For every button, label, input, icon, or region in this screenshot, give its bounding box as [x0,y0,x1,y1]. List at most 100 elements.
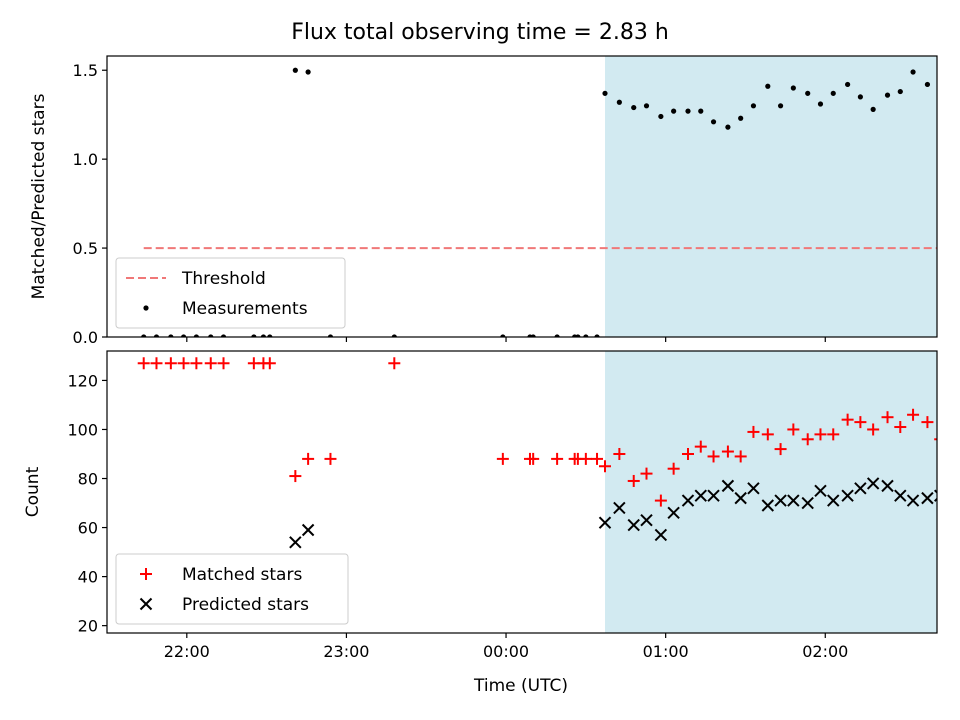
top-point [292,67,298,73]
top-point [500,334,506,337]
bottom-point [150,357,163,370]
bottom-point [721,445,734,458]
bottom-point [302,452,315,465]
legend-swatch [143,305,149,311]
bottom-point [801,433,814,446]
bottom-point [814,484,827,497]
y-tick-label: 60 [78,519,98,538]
bottom-panel: 20 40 60 80 100 120 22:00 23:00 00:00 01:00 02:00 C… [23,350,958,661]
top-point [327,334,334,337]
bottom-point [694,489,707,502]
bottom-point [598,516,612,529]
top-point [153,334,160,337]
top-panel: 0.0 0.5 1.0 1.5 Matched/Predicted stars Thres… [29,55,943,347]
top-point [671,108,677,114]
bottom-point [324,452,337,465]
top-series-0 [141,67,943,337]
bottom-point [527,452,540,465]
bottom-point [921,416,934,429]
legend-label: Predicted stars [182,595,309,615]
top-point [910,69,916,75]
bottom-point [164,357,177,370]
top-point [805,90,811,96]
top-legend: Threshold Measurements [115,257,346,329]
bottom-point [787,423,800,436]
bottom-point [841,413,854,426]
bottom-point [654,494,667,507]
bottom-point [640,513,653,527]
top-point [530,334,536,337]
bottom-point [761,499,775,512]
top-point [141,334,147,337]
bottom-point [289,470,302,483]
bottom-point [627,474,640,487]
bottom-point [599,460,611,473]
top-point [594,334,600,337]
top-point [305,69,311,75]
top-point [168,334,174,337]
bottom-point [654,528,668,542]
bottom-point [667,506,680,520]
top-point [602,90,608,96]
x-tick-label: 22:00 [164,642,210,661]
bottom-point [640,467,653,480]
y-tick-label: 0.5 [73,239,98,258]
bottom-series-1 [289,477,958,549]
bottom-point [881,479,894,493]
bottom-point [947,493,958,504]
bottom-point [217,357,230,370]
top-point [725,124,731,130]
bottom-point [854,482,867,495]
top-point [643,103,650,109]
top-point [790,85,796,91]
top-frame [106,55,938,338]
top-point [884,92,891,98]
bottom-point [496,452,509,465]
bottom-point [841,489,854,502]
bottom-point [667,462,680,475]
x-axis-label: Time (UTC) [473,676,568,696]
bottom-point [734,491,747,505]
top-point [938,100,943,105]
top-point [267,334,273,337]
y-tick-label: 100 [67,420,98,439]
top-observing-window [605,56,937,337]
bottom-point [591,452,604,465]
y-tick-label: 0.0 [73,328,98,347]
top-point [897,88,903,95]
top-point [583,334,589,337]
bottom-legend: Matched stars Predicted stars [115,553,349,625]
legend-label: Matched stars [182,565,302,585]
bottom-point [894,489,907,502]
bottom-point [707,489,720,502]
bottom-point [906,494,920,507]
bottom-point [934,438,937,441]
bottom-frame [106,350,938,634]
bottom-point [894,421,907,434]
top-point [817,101,824,107]
figure-title: Flux total observing time = 2.83 h [291,20,669,45]
bottom-point [388,357,401,370]
bottom-y-axis-label: Count [23,466,43,517]
legend-box [115,553,349,625]
top-point [830,90,836,96]
top-point [924,81,931,88]
x-tick-label: 01:00 [643,642,689,661]
top-point [554,334,560,337]
bottom-point [694,440,707,453]
bottom-point [881,411,894,424]
bottom-point [579,452,592,465]
top-point [181,334,187,337]
legend-box [115,257,346,329]
top-point [391,334,397,337]
x-tick-label: 02:00 [802,642,848,661]
bottom-point [747,482,760,495]
bottom-point [827,494,840,507]
top-point [575,334,581,337]
bottom-point [707,450,720,463]
legend-label: Threshold [181,269,266,289]
bottom-observing-window [605,351,937,633]
bottom-point [177,357,190,370]
top-point [750,103,757,109]
